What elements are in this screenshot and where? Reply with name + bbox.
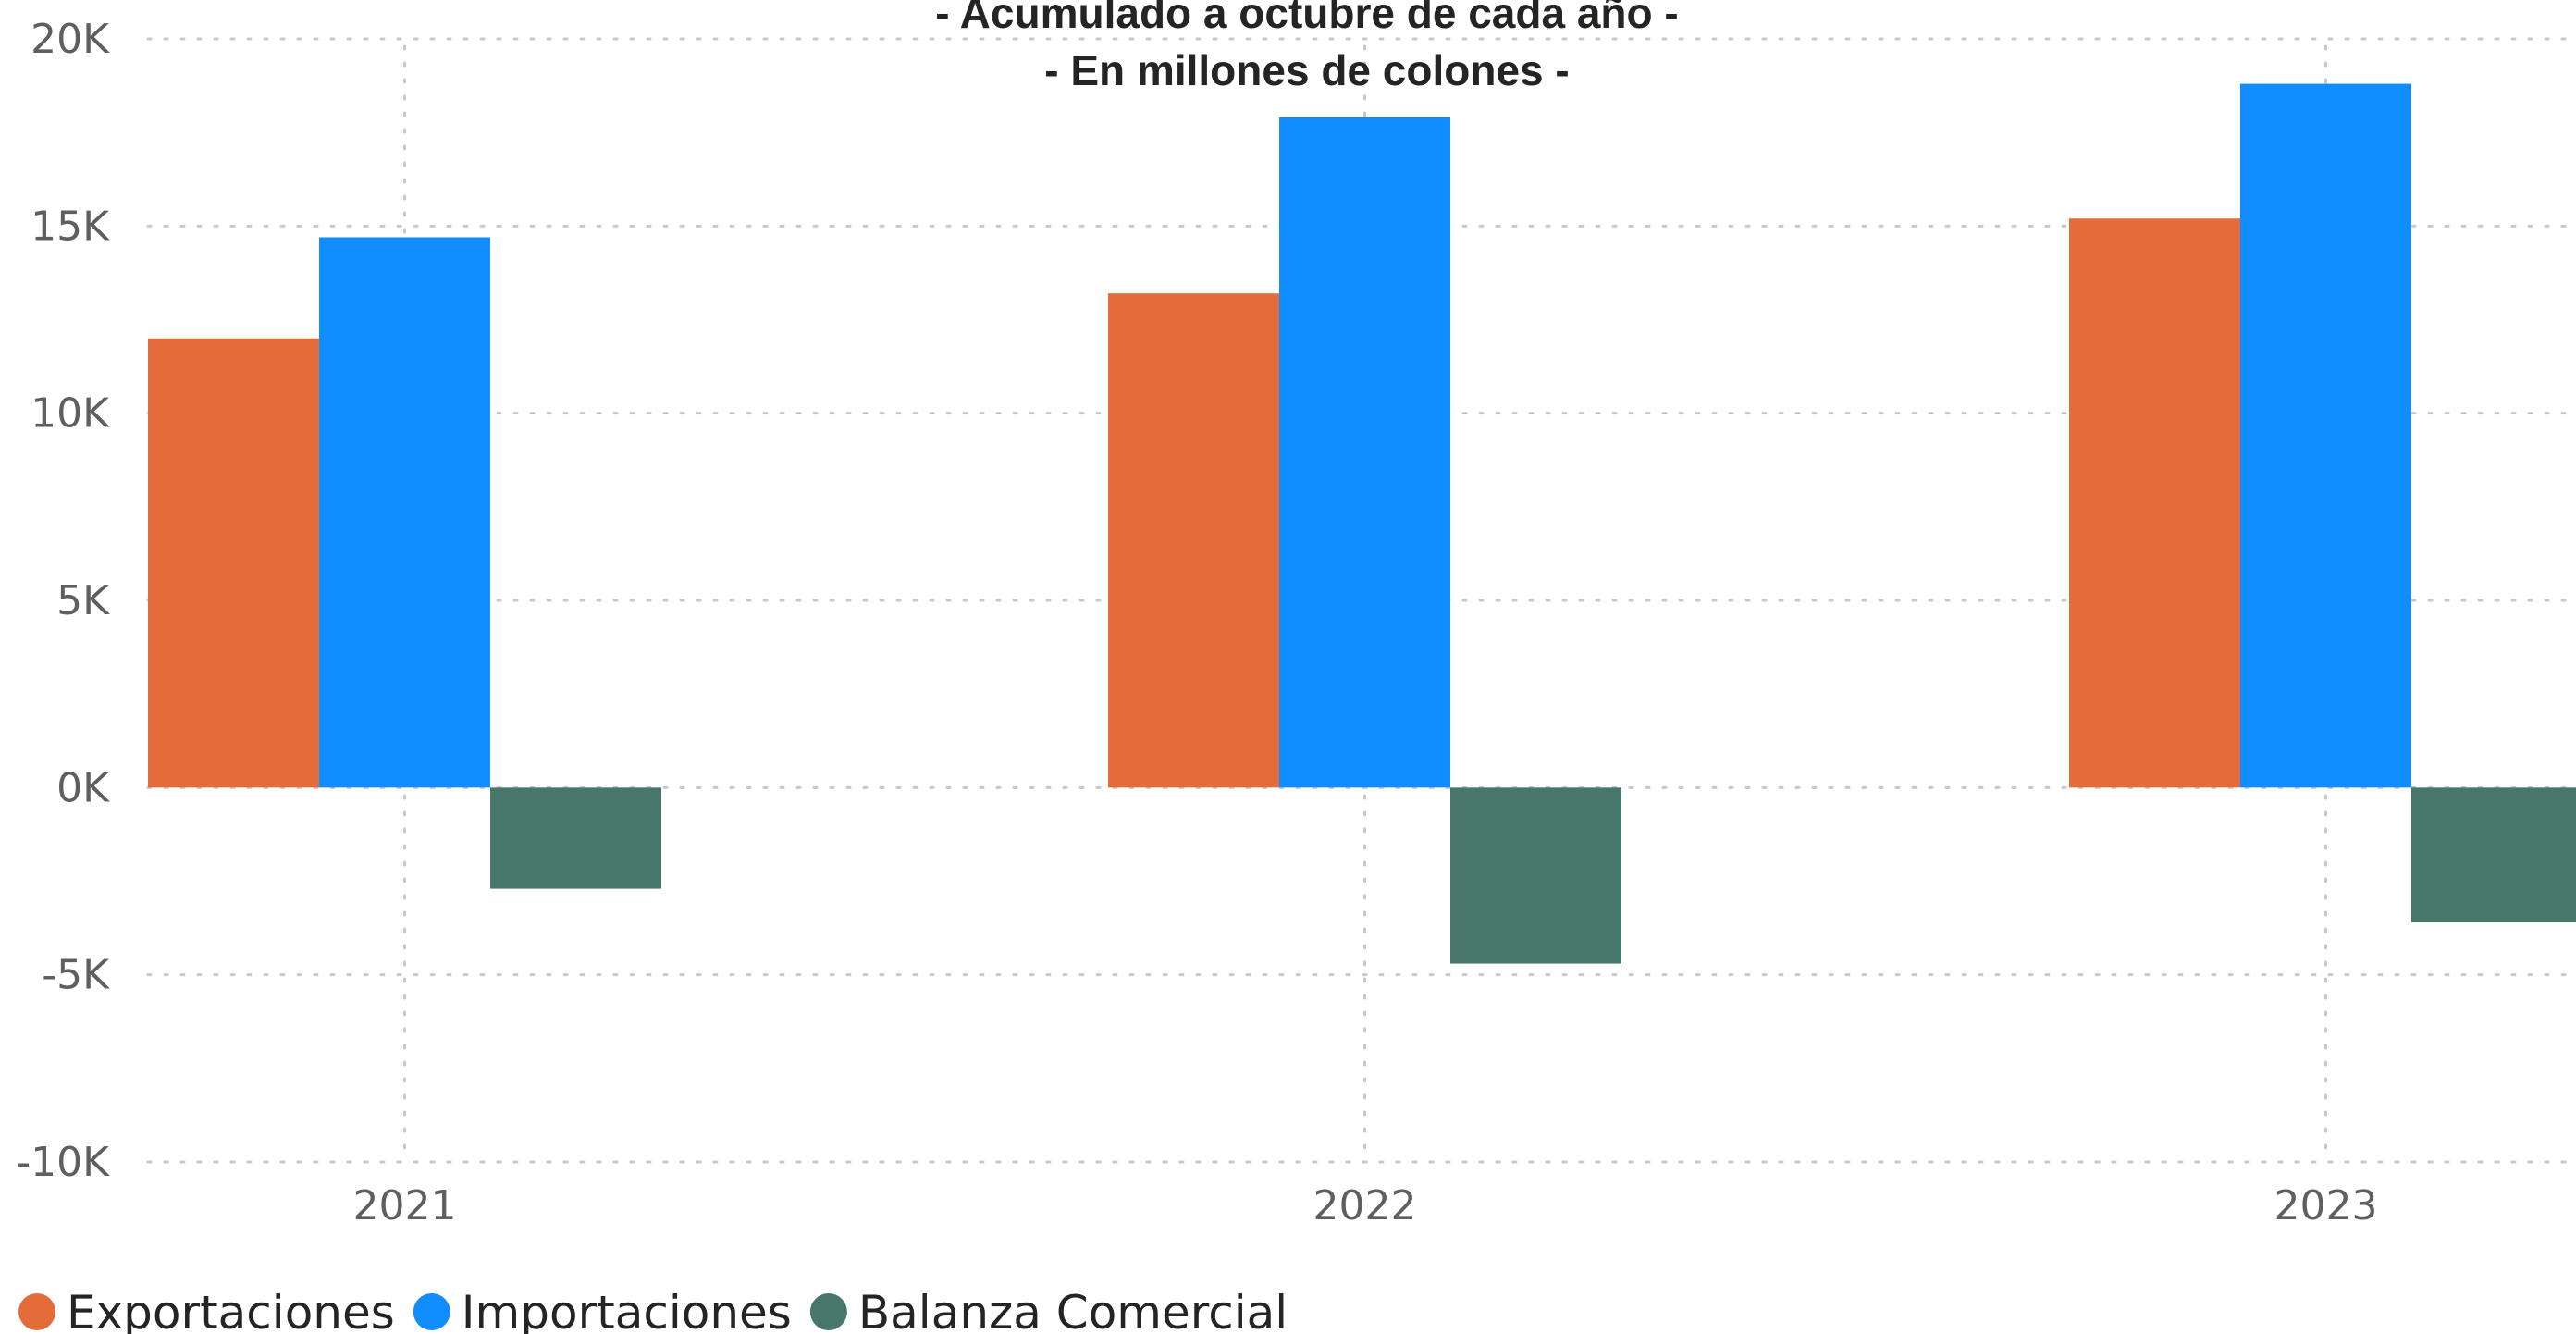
bars-layer [148, 83, 2576, 964]
bar-balanza-comercial-2022[interactable] [1450, 787, 1621, 964]
title-layer: - Acumulado a octubre de cada año - - En… [935, 0, 1678, 94]
x-tick-label: 2023 [2274, 1182, 2378, 1229]
bar-importaciones-2021[interactable] [319, 237, 490, 788]
y-tick-label: 5K [56, 577, 110, 624]
y-tick-label: -10K [16, 1139, 110, 1186]
bar-balanza-comercial-2023[interactable] [2411, 787, 2576, 923]
bar-importaciones-2023[interactable] [2240, 83, 2411, 788]
y-tick-label: 0K [56, 764, 110, 811]
bar-exportaciones-2021[interactable] [148, 338, 319, 788]
bar-exportaciones-2023[interactable] [2069, 218, 2240, 788]
bar-balanza-comercial-2021[interactable] [490, 787, 661, 889]
x-tick-label: 2021 [353, 1182, 457, 1229]
legend-marker [809, 1293, 847, 1330]
legend-label: Balanza Comercial [858, 1286, 1288, 1334]
chart-subtitle: - En millones de colones - [1044, 46, 1569, 94]
chart-title: - Acumulado a octubre de cada año - [935, 0, 1678, 37]
y-tick-label: 10K [31, 390, 110, 438]
bar-exportaciones-2022[interactable] [1108, 293, 1279, 788]
y-tick-label: 15K [31, 203, 110, 250]
y-tick-label: -5K [42, 952, 110, 999]
y-tick-label: 20K [31, 16, 110, 63]
legend: Exportaciones Importaciones Balanza Comerc… [18, 1286, 1288, 1334]
x-tick-label: 2022 [1313, 1182, 1417, 1229]
legend-marker [18, 1293, 55, 1330]
bar-importaciones-2022[interactable] [1279, 117, 1450, 788]
legend-label: Exportaciones [67, 1286, 395, 1334]
axis-layer: 20K 15K 10K 5K 0K -5K -10K 2021 2022 2023 [16, 16, 2377, 1229]
legend-label: Importaciones [462, 1286, 792, 1334]
legend-marker [413, 1293, 450, 1330]
